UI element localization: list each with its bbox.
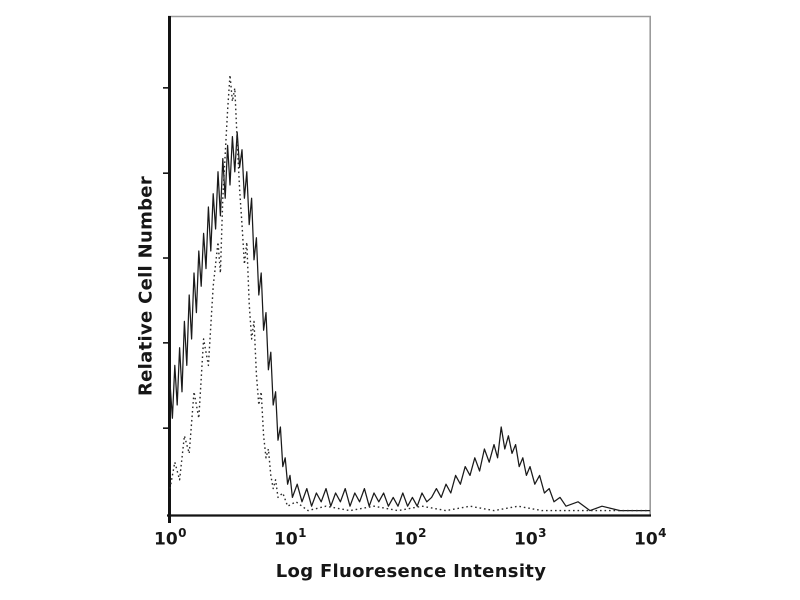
y-axis-ticks — [163, 87, 170, 429]
x-tick-label-10e3: 103 — [513, 526, 547, 550]
trace-stained-sample — [169, 131, 650, 512]
x-axis-title: Log Fluoresence Intensity — [275, 561, 547, 582]
x-tick-label-10e2: 102 — [393, 526, 427, 550]
x-tick-label-10e1: 101 — [273, 526, 307, 550]
trace-control — [169, 74, 650, 512]
x-tick-label-10e0: 100 — [153, 526, 187, 550]
histogram-traces — [169, 74, 650, 512]
y-axis-title: Relative Cell Number — [135, 176, 157, 396]
x-tick-label-10e4: 104 — [633, 526, 667, 550]
